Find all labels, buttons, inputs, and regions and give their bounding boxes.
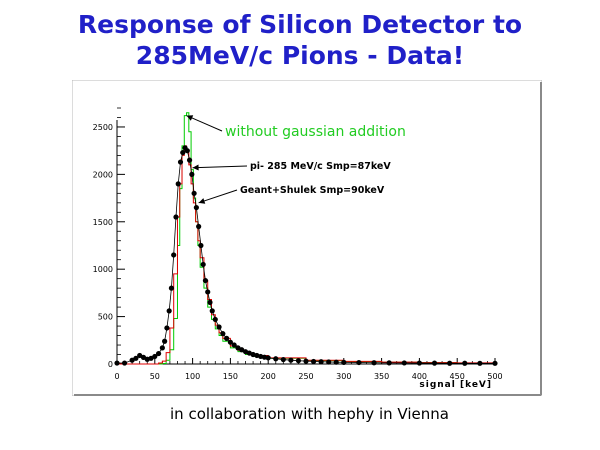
- data-point: [227, 339, 233, 345]
- data-point: [447, 360, 453, 366]
- y-tick-label: 1000: [93, 265, 113, 274]
- annotation-arrow-head: [198, 198, 206, 204]
- x-tick-label: 100: [185, 372, 200, 381]
- data-point: [180, 149, 186, 156]
- data-point: [200, 261, 206, 268]
- annotation-layer: without gaussian addition pi- 285 MeV/c S…: [186, 115, 406, 204]
- annotation-arrow-line: [186, 115, 223, 132]
- data-point: [184, 148, 190, 154]
- histogram-chart: 0 50 100 150 200 250 300 350 400 450 500 0 500 1000 1…: [71, 79, 543, 397]
- data-point: [341, 359, 347, 365]
- annotation-arrow-line: [192, 165, 248, 169]
- data-point: [224, 335, 230, 341]
- data-point: [295, 358, 302, 364]
- title-line-1: Response of Silicon Detector to: [77, 10, 523, 39]
- data-point: [356, 359, 362, 366]
- data-point: [401, 360, 407, 366]
- annotation-arrow-head: [192, 164, 199, 171]
- data-point: [310, 358, 317, 365]
- x-tick-label: 50: [150, 372, 160, 381]
- y-tick-label: 1500: [93, 218, 113, 227]
- data-point: [288, 357, 294, 363]
- data-point: [265, 355, 271, 361]
- data-point: [371, 360, 377, 366]
- x-tick-label: 150: [223, 372, 238, 381]
- data-point: [202, 277, 209, 284]
- data-point: [193, 204, 199, 211]
- data-point: [168, 285, 175, 291]
- y-tick-label: 0: [108, 360, 113, 369]
- data-point: [191, 190, 197, 196]
- data-point: [207, 299, 213, 305]
- x-axis-label: signal [keV]: [419, 380, 492, 390]
- x-tick-label: 400: [412, 372, 427, 381]
- x-tick-label: 250: [298, 372, 313, 381]
- data-point: [133, 355, 139, 361]
- data-point: [212, 316, 218, 323]
- data-point: [186, 157, 193, 163]
- data-point: [303, 358, 309, 364]
- data-point: [121, 360, 128, 366]
- series-layer: [114, 112, 498, 366]
- x-tick-label: 350: [374, 372, 389, 381]
- annotation-label: Geant+Shulek Smp=90keV: [240, 185, 385, 196]
- plot-panel: 0 50 100 150 200 250 300 350 400 450 500 0 500 1000 1…: [71, 79, 543, 397]
- data-point: [216, 324, 222, 330]
- x-ticks: 0 50 100 150 200 250 300 350 400 450 500: [114, 358, 503, 381]
- x-tick-label: 450: [450, 372, 465, 381]
- data-point: [175, 181, 181, 187]
- data-point: [416, 360, 422, 366]
- y-tick-label: 2500: [93, 123, 113, 132]
- data-point: [280, 356, 286, 363]
- data-point: [431, 360, 438, 366]
- data-point: [492, 360, 498, 366]
- data-point: [152, 353, 158, 360]
- data-point: [189, 171, 195, 177]
- y-tick-label: 500: [98, 313, 113, 322]
- x-tick-label: 500: [487, 372, 502, 381]
- series-red-step: [117, 145, 496, 365]
- data-point: [173, 214, 179, 220]
- data-point: [386, 360, 392, 366]
- data-point: [177, 159, 184, 165]
- data-point: [273, 356, 279, 362]
- x-tick-label: 0: [114, 372, 119, 381]
- panel-background: [71, 79, 543, 397]
- data-point: [477, 360, 483, 366]
- data-point: [196, 223, 202, 230]
- data-point: [220, 331, 226, 337]
- data-point: [155, 350, 162, 357]
- data-point: [114, 360, 120, 366]
- annotation-label: pi- 285 MeV/c Smp=87keV: [250, 161, 391, 172]
- data-point: [198, 242, 204, 249]
- data-point: [231, 342, 237, 348]
- data-point: [171, 252, 177, 258]
- y-tick-label: 2000: [93, 170, 113, 179]
- title-line-2: 285MeV/c Pions - Data!: [135, 41, 465, 70]
- data-point: [318, 359, 324, 365]
- data-point: [166, 308, 172, 314]
- data-point: [326, 359, 332, 365]
- annotation-label: without gaussian addition: [225, 124, 406, 140]
- x-tick-label: 300: [336, 372, 351, 381]
- data-point: [209, 308, 215, 314]
- annotation-arrow-line: [198, 189, 238, 204]
- caption: in collaboration with hephy in Vienna: [170, 405, 449, 423]
- data-point: [164, 325, 170, 331]
- data-point: [159, 345, 165, 351]
- data-point: [333, 359, 339, 365]
- data-point: [162, 338, 168, 344]
- y-ticks: 0 500 1000 1500 2000 2500: [93, 107, 125, 369]
- data-point: [205, 289, 211, 295]
- x-tick-label: 200: [261, 372, 276, 381]
- data-point: [462, 360, 468, 366]
- annotation-arrow-head: [186, 115, 194, 121]
